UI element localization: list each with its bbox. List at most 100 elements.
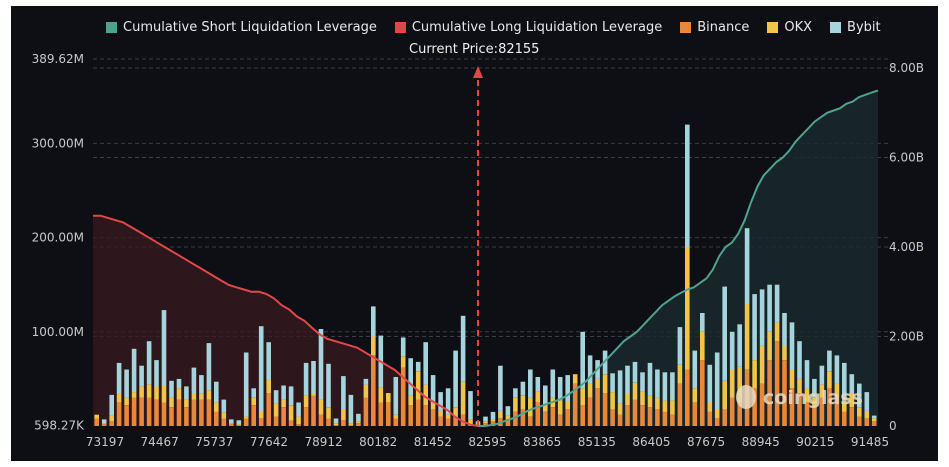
bar-binance xyxy=(176,399,182,426)
bar-bybit xyxy=(804,360,810,389)
bar-bybit xyxy=(266,342,271,380)
bar-bybit xyxy=(737,324,742,367)
bar-bybit xyxy=(528,369,533,398)
bar-binance xyxy=(849,407,855,426)
bar-okx xyxy=(199,394,204,400)
y-left-tick-label: 389.62M xyxy=(32,52,84,66)
bar-okx xyxy=(191,394,197,400)
x-tick-label: 91485 xyxy=(851,435,889,449)
bar-binance xyxy=(610,409,615,426)
legend-item-bybit[interactable]: Bybit xyxy=(830,20,881,35)
bar-binance xyxy=(191,399,197,426)
bar-binance xyxy=(326,418,331,426)
bar-binance xyxy=(737,402,742,426)
bar-okx xyxy=(842,400,847,412)
legend-item-long[interactable]: Cumulative Long Liquidation Leverage xyxy=(394,20,662,35)
long-line xyxy=(93,214,479,427)
bar-binance xyxy=(827,388,832,426)
bar-okx xyxy=(864,410,870,419)
bar-okx xyxy=(318,399,324,415)
current-price-arrow xyxy=(473,66,484,78)
bar-bybit xyxy=(415,361,421,372)
bar-bybit xyxy=(139,365,144,387)
bar-okx xyxy=(333,423,339,426)
bar-bybit xyxy=(288,386,294,406)
bar-okx xyxy=(408,395,413,406)
bar-bybit xyxy=(864,392,870,411)
bar-okx xyxy=(834,383,840,398)
bar-bybit xyxy=(655,369,660,398)
bar-binance xyxy=(871,421,877,426)
bar-bybit xyxy=(221,399,227,413)
bar-binance xyxy=(438,416,443,426)
bar-binance xyxy=(774,341,780,426)
legend-item-binance[interactable]: Binance xyxy=(680,20,749,35)
bar-binance xyxy=(371,355,376,426)
bar-okx xyxy=(341,409,346,421)
bar-okx xyxy=(640,391,645,406)
bar-binance xyxy=(251,405,256,426)
bar-okx xyxy=(243,416,249,419)
x-tick-label: 77642 xyxy=(250,435,288,449)
bar-okx xyxy=(513,397,518,412)
bar-binance xyxy=(700,360,705,426)
bar-okx xyxy=(169,397,174,408)
bar-okx xyxy=(109,415,114,422)
bar-binance xyxy=(557,414,563,426)
bar-okx xyxy=(505,415,511,422)
current-price-prefix: Current Price: xyxy=(409,42,499,57)
legend-item-short[interactable]: Cumulative Short Liquidation Leverage xyxy=(106,20,377,35)
bar-okx xyxy=(124,397,129,406)
bar-okx xyxy=(423,384,428,406)
bar-bybit xyxy=(625,365,630,394)
bar-binance xyxy=(543,411,548,426)
bar-binance xyxy=(677,383,683,426)
bar-binance xyxy=(154,399,159,426)
x-tick-label: 85135 xyxy=(578,435,616,449)
bar-bybit xyxy=(333,418,339,424)
bar-binance xyxy=(131,397,137,426)
bar-binance xyxy=(318,414,324,426)
bar-bybit xyxy=(154,360,159,387)
bar-okx xyxy=(266,379,271,393)
bar-binance xyxy=(333,425,339,426)
bar-bybit xyxy=(871,415,877,419)
x-tick-label: 74467 xyxy=(141,435,179,449)
legend-item-okx[interactable]: OKX xyxy=(767,20,812,35)
legend-swatch-long xyxy=(394,22,406,33)
bar-bybit xyxy=(199,375,204,394)
y-right-tick-label: 4.00B xyxy=(889,240,924,254)
bar-bybit xyxy=(789,322,795,370)
bar-bybit xyxy=(101,419,107,424)
bar-bybit xyxy=(677,327,683,365)
bar-bybit xyxy=(610,373,615,393)
bar-binance xyxy=(513,411,518,426)
x-tick-label: 75737 xyxy=(195,435,233,449)
axes: 598.27K 100.00M 200.00M 300.00M 389.62M 0 2.00… xyxy=(32,52,924,449)
bar-okx xyxy=(565,401,570,409)
bar-binance xyxy=(400,367,406,426)
bar-okx xyxy=(348,423,354,426)
x-tick-label: 86405 xyxy=(632,435,670,449)
x-tick-label: 87675 xyxy=(687,435,725,449)
bar-binance xyxy=(617,414,623,426)
legend-label-okx: OKX xyxy=(784,20,813,35)
bar-bybit xyxy=(662,372,668,401)
bar-bybit xyxy=(400,337,406,357)
bar-okx xyxy=(184,399,189,408)
x-tick-label: 78912 xyxy=(304,435,342,449)
bar-binance xyxy=(632,399,638,426)
bar-okx xyxy=(774,322,780,342)
bar-okx xyxy=(812,397,817,408)
bar-binance xyxy=(199,399,204,426)
bar-okx xyxy=(625,394,630,406)
bar-okx xyxy=(857,407,862,417)
bar-binance xyxy=(139,397,144,426)
bar-bybit xyxy=(318,329,324,400)
bar-okx xyxy=(400,356,406,368)
bar-okx xyxy=(176,388,182,400)
short-line xyxy=(478,89,879,427)
bar-binance xyxy=(288,420,294,426)
bar-bybit xyxy=(229,419,234,424)
bar-okx xyxy=(363,384,369,398)
